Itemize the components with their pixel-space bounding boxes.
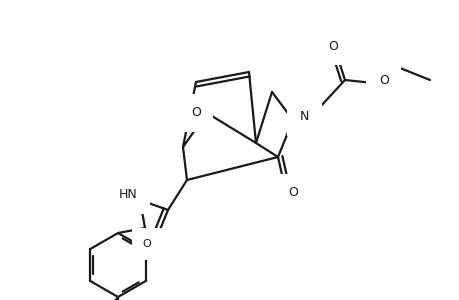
Text: O: O: [327, 40, 337, 52]
Text: O: O: [190, 106, 201, 119]
Text: N: N: [299, 110, 309, 124]
Text: HN: HN: [118, 188, 137, 202]
Text: O: O: [142, 239, 151, 249]
Text: O: O: [378, 74, 388, 86]
Text: O: O: [287, 187, 297, 200]
